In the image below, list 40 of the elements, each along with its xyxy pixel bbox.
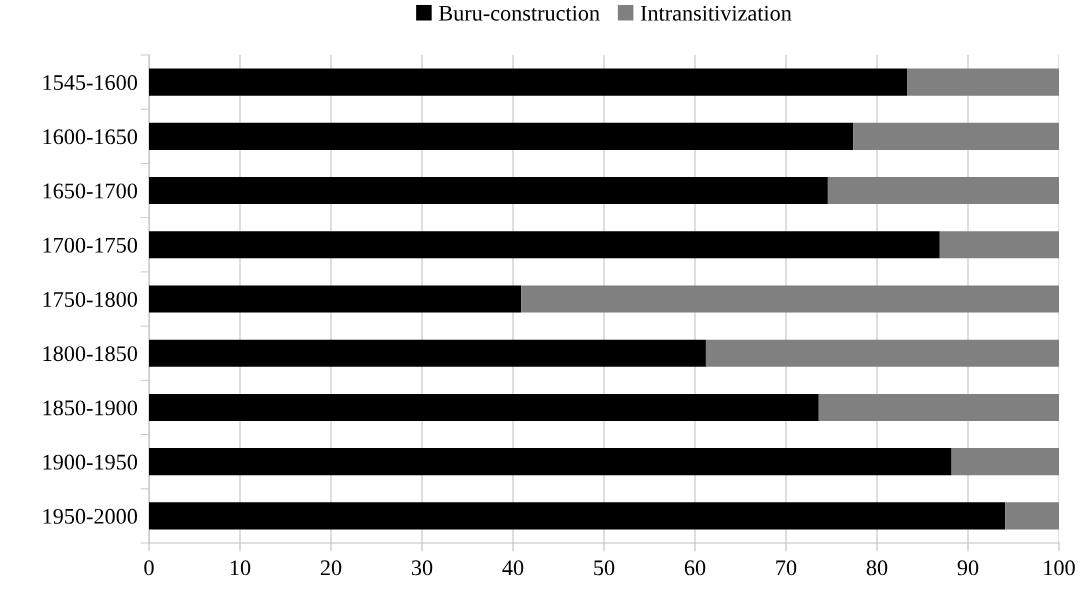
legend-label: Intransitivization [640, 5, 792, 21]
x-tick-label: 50 [594, 560, 615, 576]
bar [705, 339, 1059, 367]
bar [827, 177, 1059, 205]
bar [149, 502, 1006, 530]
x-tick-label: 60 [684, 560, 706, 576]
y-tick-label: 1850-1900 [43, 400, 138, 416]
bar [939, 231, 1059, 259]
x-tick-label: 80 [866, 560, 888, 576]
bar [907, 68, 1059, 96]
legend-label: Buru-construction [438, 5, 600, 21]
bar [149, 393, 819, 421]
bar [149, 177, 828, 205]
y-tick-label: 1950-2000 [43, 508, 138, 524]
bar [149, 122, 854, 150]
y-tick-label: 1545-1600 [43, 75, 138, 91]
bar [149, 339, 706, 367]
bar [149, 231, 940, 259]
x-tick-label: 70 [776, 560, 797, 576]
x-tick-label: 30 [411, 560, 433, 576]
bar [853, 122, 1059, 150]
x-tick-label: 40 [502, 560, 524, 576]
x-tick-label: 0 [144, 560, 154, 576]
bar [951, 448, 1059, 476]
y-tick-label: 1700-1750 [43, 237, 138, 253]
x-tick-label: 20 [320, 560, 342, 576]
y-tick-label: 1800-1850 [43, 346, 138, 362]
bar [149, 285, 522, 313]
bar [1005, 502, 1059, 530]
x-tick-label: 100 [1044, 560, 1075, 576]
y-tick-label: 1750-1800 [43, 291, 138, 307]
x-tick-label: 90 [957, 560, 979, 576]
bar [818, 393, 1059, 421]
y-tick-label: 1650-1700 [43, 183, 138, 199]
y-tick-label: 1900-1950 [43, 454, 138, 470]
bar [149, 448, 952, 476]
bar [521, 285, 1059, 313]
y-tick-label: 1600-1650 [43, 129, 138, 145]
x-tick-label: 10 [230, 560, 251, 576]
bar [149, 68, 908, 96]
